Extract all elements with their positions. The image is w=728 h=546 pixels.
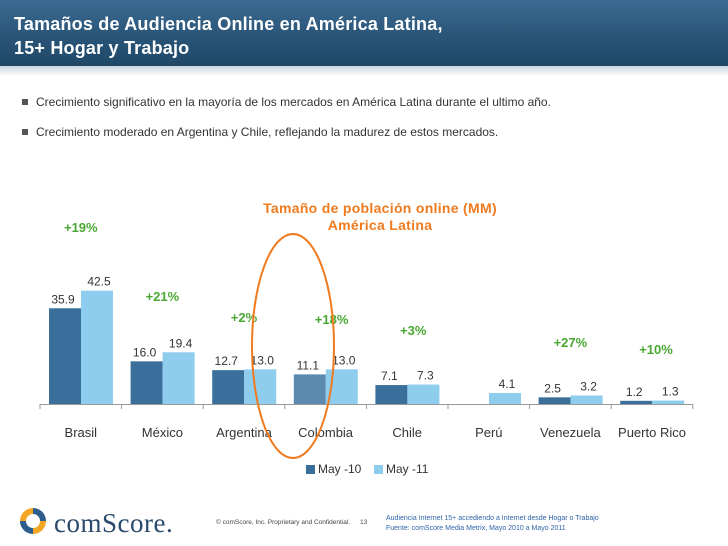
- data-label-mexico-may-10: 16.0: [133, 345, 157, 359]
- colombia-highlight-ellipse: [251, 233, 335, 459]
- data-label-argentina-may-10: 12.7: [215, 354, 239, 368]
- data-label-venezuela-may-10: 2.5: [544, 381, 561, 395]
- data-label-brasil-may-11: 42.5: [87, 275, 111, 289]
- copyright-notice: © comScore, Inc. Proprietary and Confide…: [216, 519, 351, 526]
- legend-label-may-11: May -11: [386, 462, 429, 476]
- data-label-mexico-may-11: 19.4: [169, 336, 193, 350]
- bar-brasil-may-10: [49, 308, 81, 404]
- data-label-brasil-may-10: 35.9: [51, 292, 75, 306]
- legend-label-may-10: May -10: [318, 462, 362, 476]
- category-label-mexico: México: [142, 425, 183, 440]
- footnote-audience: Audiencia Internet 15+ accediendo a Inte…: [386, 515, 599, 522]
- chart-title-line-2: América Latina: [327, 217, 433, 233]
- bar-venezuela-may-11: [570, 395, 603, 404]
- bar-argentina-may-11: [244, 369, 277, 404]
- category-label-chile: Chile: [392, 425, 422, 440]
- data-label-argentina-may-11: 13.0: [251, 353, 275, 367]
- bullet-text: Crecimiento moderado en Argentina y Chil…: [36, 125, 499, 139]
- bullet-text: Crecimiento significativo en la mayoría …: [36, 95, 551, 109]
- chart-title: Tamaño de población online (MM) América …: [240, 200, 520, 234]
- legend-swatch-may-10: [306, 465, 315, 474]
- growth-label-venezuela: +27%: [554, 335, 588, 350]
- header-divider: [0, 66, 728, 76]
- bar-mexico-may-10: [130, 361, 163, 404]
- bullet-square-icon: [22, 99, 28, 105]
- bullet-item: Crecimiento moderado en Argentina y Chil…: [22, 125, 499, 139]
- category-label-argentina: Argentina: [216, 425, 272, 440]
- growth-label-mexico: +21%: [146, 289, 180, 304]
- growth-label-brasil: +19%: [64, 220, 98, 235]
- data-label-puerto-rico-may-11: 1.3: [662, 385, 679, 399]
- data-label-colombia-may-10: 11.1: [297, 358, 320, 372]
- bar-peru-may-11: [489, 393, 521, 404]
- data-label-chile-may-11: 7.3: [417, 369, 434, 383]
- data-label-puerto-rico-may-10: 1.2: [626, 385, 643, 399]
- header-bar: Tamaños de Audiencia Online en América L…: [0, 0, 728, 66]
- category-label-brasil: Brasil: [65, 425, 98, 440]
- comscore-logo-icon: [20, 508, 46, 534]
- page-title-line-1: Tamaños de Audiencia Online en América L…: [14, 14, 443, 34]
- chart-title-line-1: Tamaño de población online (MM): [263, 200, 497, 216]
- category-label-colombia: Colombia: [298, 425, 354, 440]
- data-label-peru-may-11: 4.1: [499, 377, 516, 391]
- bar-puerto-rico-may-11: [652, 400, 685, 404]
- bar-argentina-may-10: [212, 370, 245, 404]
- bar-venezuela-may-10: [538, 397, 571, 404]
- bar-puerto-rico-may-10: [620, 400, 653, 404]
- bullet-square-icon: [22, 129, 28, 135]
- legend-swatch-may-11: [374, 465, 383, 474]
- category-label-peru: Perú: [475, 425, 502, 440]
- bar-brasil-may-11: [81, 290, 113, 404]
- data-label-venezuela-may-11: 3.2: [580, 379, 597, 393]
- growth-label-argentina: +2%: [231, 310, 258, 325]
- category-label-venezuela: Venezuela: [540, 425, 601, 440]
- footnote-source: Fuente: comScore Media Metrix, Mayo 2010…: [386, 525, 566, 532]
- growth-label-chile: +3%: [400, 323, 427, 338]
- category-label-puerto-rico: Puerto Rico: [618, 425, 686, 440]
- bar-chile-may-10: [375, 385, 408, 404]
- comscore-logo-text: comScore.: [54, 508, 174, 538]
- bar-mexico-may-11: [162, 352, 195, 404]
- page-title-line-2: 15+ Hogar y Trabajo: [14, 38, 190, 58]
- data-label-chile-may-10: 7.1: [381, 369, 398, 383]
- bullet-item: Crecimiento significativo en la mayoría …: [22, 95, 551, 109]
- growth-label-colombia: +18%: [315, 312, 349, 327]
- data-label-colombia-may-11: 13.0: [332, 353, 356, 367]
- page-number: 13: [360, 519, 368, 526]
- bar-colombia-may-10: [293, 374, 326, 404]
- growth-label-puerto-rico: +10%: [639, 342, 673, 357]
- bar-chile-may-11: [407, 384, 440, 404]
